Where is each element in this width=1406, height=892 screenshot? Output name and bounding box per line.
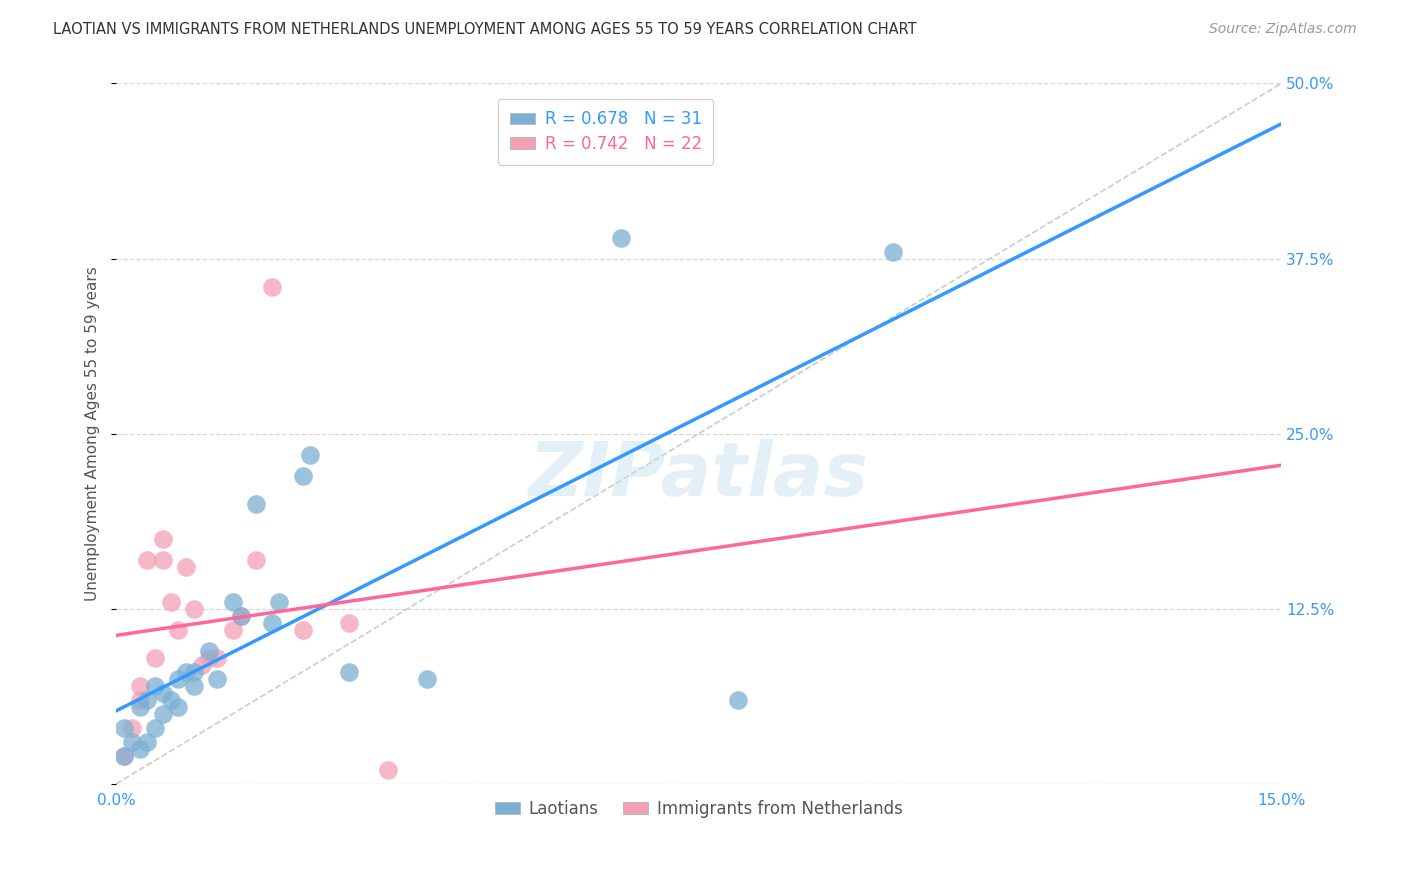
Point <box>245 497 267 511</box>
Point <box>222 623 245 637</box>
Point <box>260 615 283 630</box>
Point <box>152 532 174 546</box>
Point <box>207 672 229 686</box>
Point <box>128 692 150 706</box>
Point <box>207 650 229 665</box>
Point <box>152 686 174 700</box>
Point <box>882 244 904 259</box>
Point <box>159 595 181 609</box>
Point <box>174 665 197 679</box>
Point <box>727 692 749 706</box>
Point <box>152 552 174 566</box>
Point <box>229 608 252 623</box>
Point <box>291 623 314 637</box>
Legend: Laotians, Immigrants from Netherlands: Laotians, Immigrants from Netherlands <box>488 793 910 824</box>
Point <box>610 230 633 244</box>
Point <box>112 748 135 763</box>
Point <box>337 615 360 630</box>
Point <box>112 721 135 735</box>
Point <box>198 643 221 657</box>
Point <box>143 679 166 693</box>
Point <box>128 741 150 756</box>
Point <box>183 665 205 679</box>
Point <box>291 468 314 483</box>
Point <box>183 679 205 693</box>
Point <box>222 595 245 609</box>
Point <box>143 650 166 665</box>
Point <box>245 552 267 566</box>
Point <box>190 657 212 672</box>
Point <box>167 623 190 637</box>
Point <box>152 706 174 721</box>
Point <box>183 601 205 615</box>
Point <box>269 595 291 609</box>
Point <box>136 692 159 706</box>
Point <box>121 721 143 735</box>
Point <box>167 699 190 714</box>
Point <box>229 608 252 623</box>
Point <box>299 448 322 462</box>
Text: ZIPatlas: ZIPatlas <box>529 439 869 512</box>
Point <box>416 672 439 686</box>
Point <box>128 679 150 693</box>
Point <box>260 279 283 293</box>
Point <box>337 665 360 679</box>
Point <box>198 650 221 665</box>
Point <box>377 763 399 777</box>
Point <box>121 735 143 749</box>
Text: Source: ZipAtlas.com: Source: ZipAtlas.com <box>1209 22 1357 37</box>
Point <box>159 692 181 706</box>
Point <box>167 672 190 686</box>
Point <box>174 559 197 574</box>
Point <box>136 735 159 749</box>
Y-axis label: Unemployment Among Ages 55 to 59 years: Unemployment Among Ages 55 to 59 years <box>86 266 100 601</box>
Point <box>128 699 150 714</box>
Point <box>136 552 159 566</box>
Text: LAOTIAN VS IMMIGRANTS FROM NETHERLANDS UNEMPLOYMENT AMONG AGES 55 TO 59 YEARS CO: LAOTIAN VS IMMIGRANTS FROM NETHERLANDS U… <box>53 22 917 37</box>
Point <box>143 721 166 735</box>
Point <box>112 748 135 763</box>
